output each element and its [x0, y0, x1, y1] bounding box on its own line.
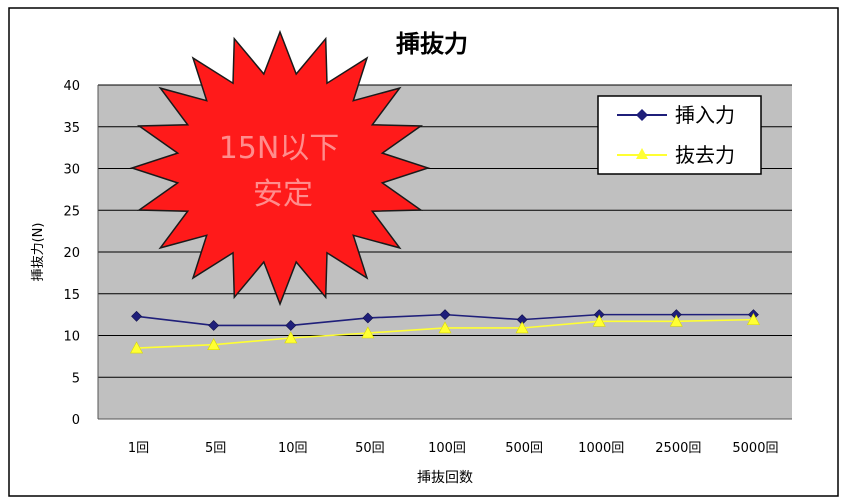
- series-1-point-5: [515, 321, 529, 334]
- x-tick-label-1: 5回: [205, 441, 226, 456]
- x-tick-label-3: 50回: [355, 441, 385, 456]
- chart-title: 挿抜力: [396, 30, 468, 58]
- starburst-shape: [129, 29, 431, 307]
- legend-box: [597, 95, 762, 175]
- series-0-point-4: [439, 309, 451, 321]
- y-tick-label-5: 25: [63, 204, 80, 219]
- series-0-point-1: [208, 320, 220, 331]
- y-tick-label-0: 0: [72, 413, 80, 428]
- series-0: [131, 309, 759, 331]
- x-tick-label-8: 5000回: [732, 441, 778, 456]
- series-1: [130, 313, 760, 354]
- series-1-point-3: [361, 326, 375, 339]
- series-layer: [130, 309, 760, 354]
- y-tick-labels: 0 5 10 15 20 25 30 35 40: [63, 79, 80, 428]
- y-tick-label-8: 40: [63, 79, 80, 94]
- y-tick-label-7: 35: [63, 121, 80, 136]
- series-1-point-0: [130, 341, 144, 354]
- legend-label-1: 抜去力: [675, 143, 735, 167]
- legend: 挿入力 抜去力: [597, 95, 762, 175]
- y-tick-label-2: 10: [63, 330, 80, 345]
- series-1-point-8: [746, 313, 760, 325]
- x-tick-label-5: 500回: [505, 441, 543, 456]
- x-tick-labels: 1回 5回 10回 50回 100回 500回 1000回 2500回 5000回: [128, 441, 779, 456]
- series-0-point-3: [362, 312, 374, 324]
- y-tick-label-1: 5: [72, 371, 80, 386]
- series-1-point-2: [284, 331, 298, 344]
- annotation-starburst: 15N以下 安定: [129, 29, 431, 307]
- y-tick-label-6: 30: [63, 163, 80, 178]
- series-0-point-0: [131, 310, 142, 322]
- annotation-line-2: 安定: [253, 177, 313, 212]
- series-1-point-6: [592, 314, 606, 327]
- x-tick-label-0: 1回: [128, 441, 149, 456]
- series-1-point-1: [207, 338, 221, 350]
- legend-label-0: 挿入力: [675, 103, 735, 127]
- legend-marker-1: [636, 148, 648, 159]
- legend-marker-0: [636, 109, 648, 121]
- x-tick-label-7: 2500回: [655, 441, 701, 456]
- x-tick-label-2: 10回: [278, 441, 308, 456]
- x-tick-label-4: 100回: [428, 441, 466, 456]
- y-axis-label: 挿抜力(N): [30, 223, 46, 282]
- y-tick-label-4: 20: [63, 246, 80, 261]
- x-axis-label: 挿抜回数: [417, 470, 473, 486]
- series-0-point-2: [285, 320, 297, 331]
- x-tick-label-6: 1000回: [578, 441, 624, 456]
- y-tick-label-3: 15: [63, 288, 80, 303]
- annotation-line-1: 15N以下: [219, 131, 340, 166]
- series-1-point-7: [669, 314, 683, 327]
- series-1-point-4: [438, 321, 452, 334]
